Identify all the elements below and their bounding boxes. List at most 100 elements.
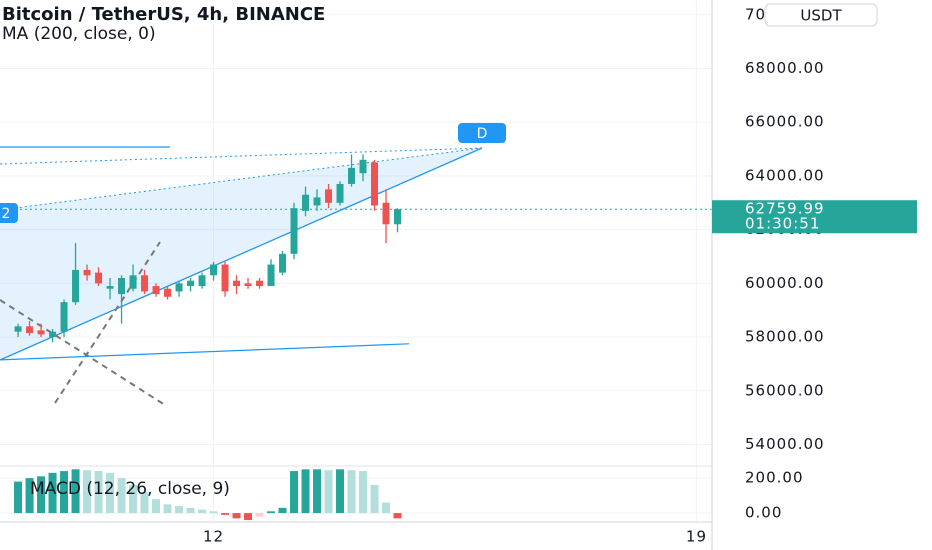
macd-tick-label: 0.00 <box>745 504 782 522</box>
candle-body <box>198 275 206 287</box>
macd-bar <box>313 469 322 514</box>
price-label: 62759.99 <box>745 200 825 218</box>
macd-bar <box>25 478 34 514</box>
y-tick-label: 54000.00 <box>745 435 825 453</box>
candle-body <box>290 208 298 254</box>
macd-legend: MACD (12, 26, close, 9) <box>30 479 230 499</box>
currency: USDT <box>800 7 842 25</box>
candle-body <box>267 264 275 287</box>
macd-bar <box>336 469 345 514</box>
macd-tick-label: 200.00 <box>745 469 804 487</box>
candle-body <box>83 269 91 276</box>
candle-body <box>359 159 367 174</box>
x-tick-label: 19 <box>686 528 707 546</box>
macd-bar <box>186 507 195 514</box>
x-tick-label: 12 <box>203 528 224 546</box>
macd-bar <box>71 469 80 514</box>
candle-body <box>256 280 264 287</box>
point-label-box <box>458 123 506 143</box>
wedge-lower <box>0 147 483 361</box>
macd-bar <box>301 469 310 514</box>
candle-body <box>72 269 80 303</box>
y-tick-label: 56000.00 <box>745 381 825 399</box>
macd-bar <box>255 513 264 517</box>
y-tick-label: 58000.00 <box>745 328 825 346</box>
macd-bar <box>232 513 241 519</box>
countdown: 01:30:51 <box>745 215 820 233</box>
candle-body <box>26 326 34 334</box>
candle-body <box>49 331 57 338</box>
macd-bar <box>175 506 184 514</box>
macd-bar <box>48 472 57 514</box>
macd-bar <box>347 470 356 514</box>
candle-body <box>371 162 379 206</box>
macd-bar <box>370 485 379 514</box>
candle-body <box>118 277 126 295</box>
candle-body <box>348 167 356 184</box>
macd-bar <box>324 470 333 514</box>
axes: 54000.0056000.0058000.0060000.0062000.00… <box>203 5 917 546</box>
candle-body <box>336 183 344 203</box>
candle-body <box>210 264 218 276</box>
macd-bar <box>267 511 276 514</box>
candle-body <box>175 283 183 292</box>
macd-bar <box>209 511 218 514</box>
wedge-mid <box>0 147 483 211</box>
grid <box>0 0 712 522</box>
y-tick-label: 60000.00 <box>745 274 825 292</box>
candle-body <box>37 330 45 335</box>
macd-bar <box>244 513 253 521</box>
macd-bar <box>106 472 115 514</box>
macd-bar <box>382 502 391 514</box>
macd-bar <box>129 485 138 514</box>
macd-bar <box>117 478 126 514</box>
macd-bar <box>359 471 368 514</box>
candle-body <box>60 302 68 332</box>
point-label-box <box>0 203 18 223</box>
candle-body <box>382 202 390 225</box>
currency-box <box>764 3 878 27</box>
macd-bar <box>290 471 299 514</box>
candle-body <box>394 209 402 225</box>
macd-bar <box>163 504 172 514</box>
candle-body <box>95 272 103 284</box>
y-tick-label: 64000.00 <box>745 166 825 184</box>
candle-body <box>129 275 137 289</box>
macd-bar <box>83 470 92 514</box>
candle-body <box>233 280 241 287</box>
macd-bar <box>198 509 207 514</box>
candle-body <box>302 194 310 211</box>
ma-legend: MA (200, close, 0) <box>2 24 156 44</box>
candle-body <box>141 275 149 292</box>
candle-body <box>279 253 287 273</box>
y-tick-label: 68000.00 <box>745 59 825 77</box>
wedge-upper <box>0 147 483 165</box>
macd-bar <box>37 476 46 514</box>
price-label-box <box>712 200 917 234</box>
candle-body <box>152 286 160 295</box>
chart-title: Bitcoin / TetherUS, 4h, BINANCE <box>2 4 325 25</box>
macd-bar <box>94 471 103 514</box>
candle-body <box>244 283 252 287</box>
point-label: D <box>477 126 488 142</box>
y-tick-label: 66000.00 <box>745 113 825 131</box>
point-label: 2 <box>2 206 11 222</box>
candle-body <box>164 288 172 297</box>
ma-line <box>0 343 410 361</box>
macd-bar <box>278 507 287 514</box>
macd-bar <box>152 499 161 514</box>
macd-bar <box>14 481 23 514</box>
macd-bar <box>140 492 149 514</box>
candle-body <box>313 197 321 206</box>
candle-body <box>187 280 195 287</box>
marks <box>0 154 712 521</box>
candle-body <box>221 264 229 292</box>
candle-body <box>106 286 114 289</box>
macd-bar <box>221 513 230 515</box>
macd-bar <box>393 513 402 519</box>
candle-body <box>325 189 333 203</box>
candle-body <box>14 326 22 332</box>
macd-bar <box>60 471 69 514</box>
